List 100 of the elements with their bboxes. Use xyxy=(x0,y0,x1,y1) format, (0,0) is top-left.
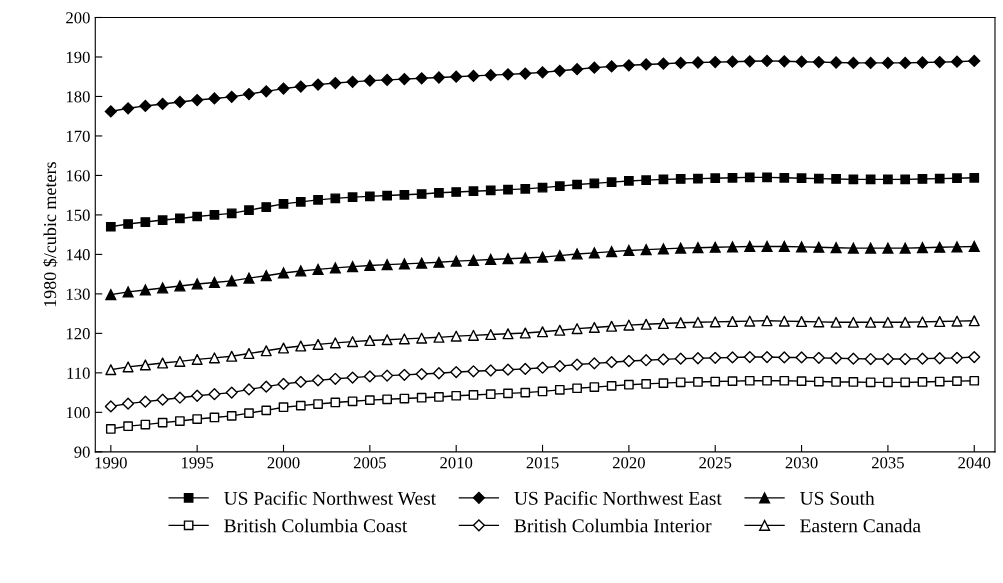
x-tick-label: 2020 xyxy=(612,457,645,469)
point xyxy=(934,315,946,328)
point xyxy=(553,64,566,77)
point xyxy=(382,190,392,201)
point xyxy=(347,261,359,273)
point xyxy=(123,219,133,229)
point xyxy=(311,78,325,91)
point xyxy=(329,337,341,349)
point xyxy=(191,353,203,365)
point xyxy=(692,242,704,254)
point xyxy=(641,175,652,186)
point xyxy=(588,61,601,74)
point xyxy=(674,56,687,69)
point xyxy=(450,70,463,83)
point xyxy=(398,333,410,345)
y-tick-label: 120 xyxy=(66,328,90,340)
point xyxy=(900,174,911,185)
point xyxy=(916,56,929,69)
point xyxy=(657,57,670,70)
point xyxy=(709,56,722,69)
point xyxy=(381,334,393,346)
point xyxy=(243,347,255,360)
point xyxy=(831,174,841,184)
point xyxy=(226,275,238,287)
point xyxy=(847,56,860,69)
point xyxy=(122,286,134,298)
legend-label: US Pacific Northwest East xyxy=(514,490,722,505)
point xyxy=(536,251,549,263)
point xyxy=(347,192,358,203)
x-tick-label: 2025 xyxy=(699,457,732,469)
point xyxy=(278,198,289,209)
point xyxy=(795,55,808,68)
point xyxy=(622,59,635,72)
point xyxy=(121,102,135,115)
point xyxy=(485,185,496,196)
x-tick-label: 2005 xyxy=(353,457,386,469)
point xyxy=(398,72,411,86)
point xyxy=(175,213,185,224)
x-tick-label: 1995 xyxy=(181,457,214,469)
point xyxy=(174,280,186,292)
point xyxy=(468,186,479,197)
x-tick-label: 2010 xyxy=(440,457,473,469)
point xyxy=(105,289,117,301)
point xyxy=(502,328,514,340)
y-tick-label: 180 xyxy=(66,91,90,103)
point xyxy=(105,364,117,376)
point xyxy=(710,173,721,184)
point xyxy=(519,327,531,339)
point xyxy=(968,54,981,68)
point xyxy=(760,54,774,68)
point xyxy=(399,189,410,200)
point xyxy=(640,318,652,330)
y-tick-label: 90 xyxy=(74,446,90,458)
point xyxy=(519,67,532,80)
point xyxy=(295,265,307,277)
point xyxy=(693,173,703,184)
point xyxy=(934,173,945,184)
point xyxy=(830,242,842,254)
legend-label: Eastern Canada xyxy=(800,518,921,533)
point xyxy=(572,179,582,190)
y-tick-label: 150 xyxy=(66,209,90,221)
point xyxy=(570,63,584,76)
point xyxy=(416,257,428,269)
point xyxy=(830,316,842,328)
x-tick-label: 2035 xyxy=(871,457,904,469)
point xyxy=(208,352,220,364)
point xyxy=(675,174,686,184)
point xyxy=(640,244,652,256)
point xyxy=(606,177,617,188)
point xyxy=(968,240,980,253)
point xyxy=(192,211,203,222)
point xyxy=(139,284,151,296)
point xyxy=(467,329,480,341)
point xyxy=(416,189,427,199)
point xyxy=(744,315,756,327)
point xyxy=(467,69,480,83)
point xyxy=(675,317,687,329)
point xyxy=(260,345,272,357)
point xyxy=(743,55,756,68)
point xyxy=(416,332,428,344)
point xyxy=(969,172,980,183)
point xyxy=(847,316,859,328)
point xyxy=(778,55,791,68)
y-tick-label: 190 xyxy=(66,51,90,63)
point xyxy=(364,191,375,202)
point xyxy=(295,340,307,352)
point xyxy=(140,217,151,227)
point xyxy=(796,315,808,328)
point xyxy=(313,195,323,205)
point xyxy=(830,56,843,69)
point xyxy=(467,254,480,266)
point xyxy=(623,319,635,331)
point xyxy=(294,80,307,93)
point xyxy=(951,315,963,327)
point xyxy=(226,208,237,219)
point xyxy=(173,95,186,109)
point xyxy=(485,253,497,266)
y-tick-label: 110 xyxy=(67,367,90,379)
point xyxy=(104,105,117,118)
point xyxy=(778,315,790,327)
